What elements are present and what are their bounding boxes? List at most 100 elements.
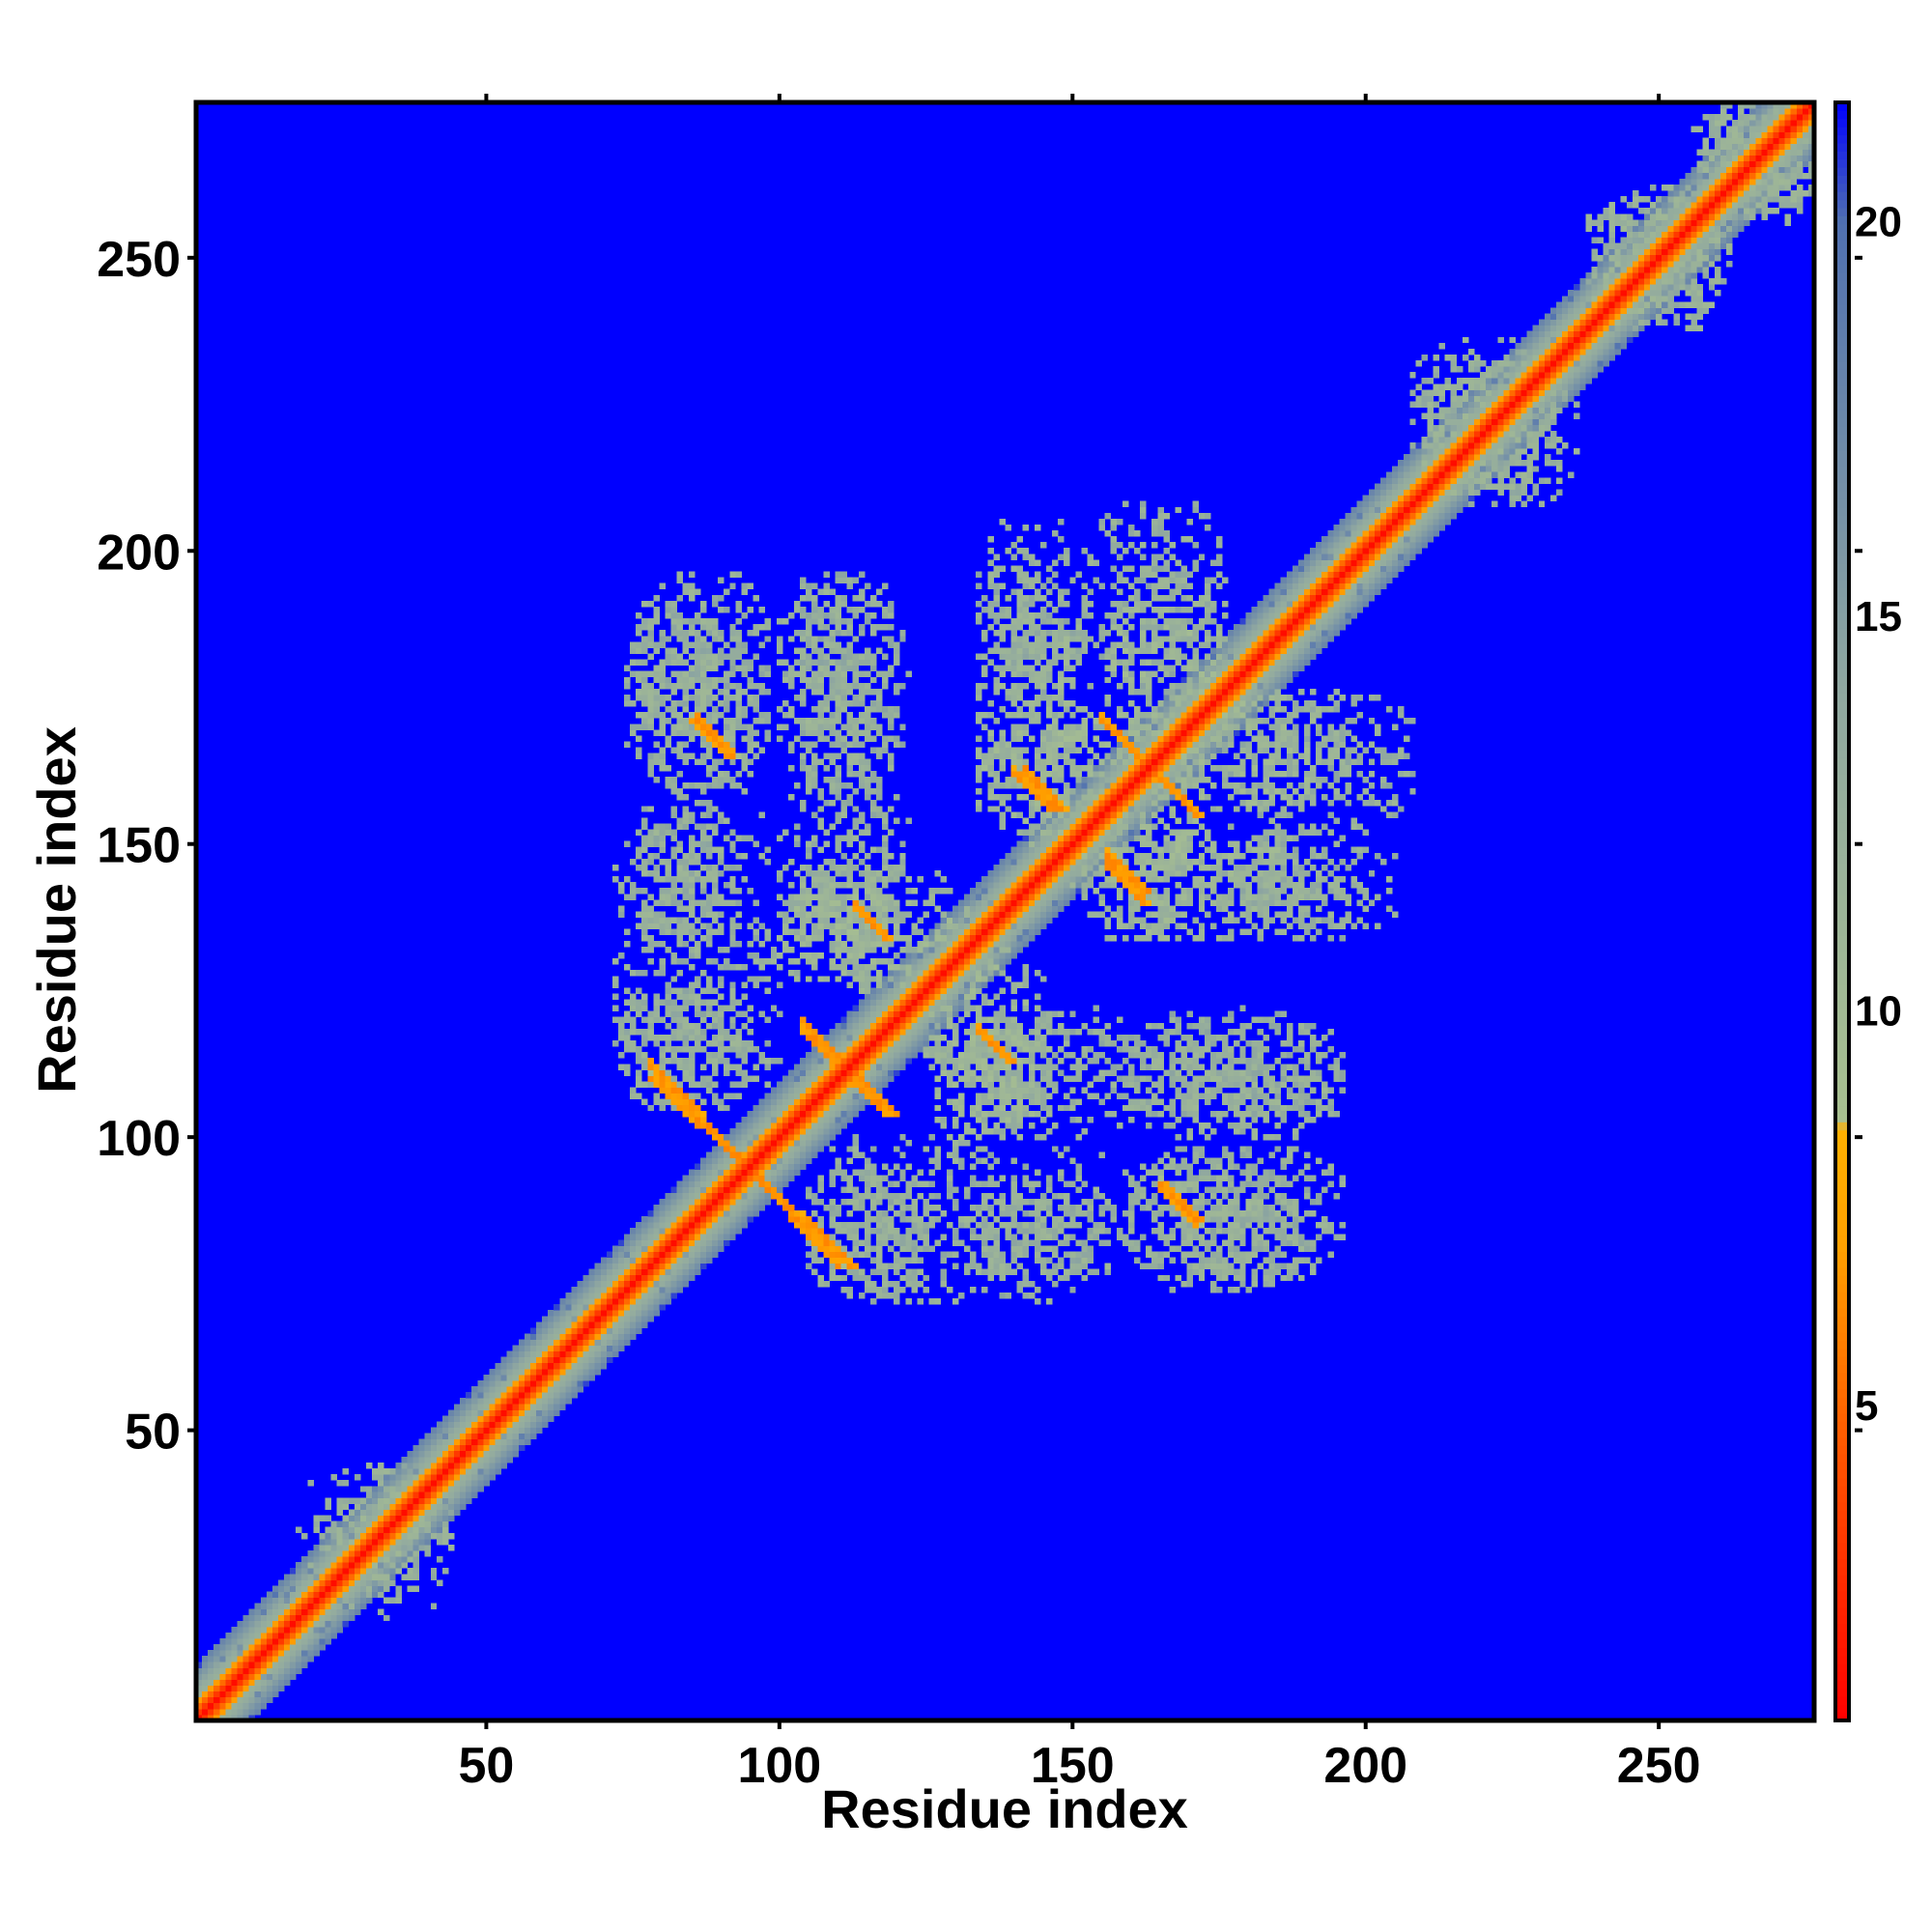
heatmap-cell [500,1404,508,1410]
heatmap-cell [835,1110,841,1118]
heatmap-cell [670,1257,678,1264]
heatmap-cell [770,958,778,965]
heatmap-cell [840,735,848,742]
heatmap-cell [729,934,736,942]
heatmap-cell [934,1163,942,1170]
heatmap-cell [741,1040,748,1047]
heatmap-cell [957,993,965,1000]
heatmap-cell [277,1650,285,1657]
heatmap-cell [447,1438,455,1446]
heatmap-cell [811,1146,818,1152]
heatmap-cell [699,647,707,654]
heatmap-cell [330,1568,338,1575]
heatmap-cell [670,1046,678,1053]
heatmap-cell [699,1175,707,1182]
heatmap-cell [676,1198,684,1206]
heatmap-cell [829,1093,836,1100]
heatmap-cell [296,1638,302,1645]
heatmap-cell [441,1450,449,1458]
heatmap-cell [682,641,690,648]
heatmap-cell [378,1579,384,1586]
heatmap-cell [899,858,906,866]
heatmap-cell [718,630,724,637]
heatmap-cell [219,1667,226,1674]
heatmap-cell [418,1492,426,1498]
heatmap-cell [952,952,959,959]
heatmap-cell [705,665,713,672]
heatmap-cell [882,1216,889,1223]
heatmap-cell [718,1010,724,1018]
heatmap-cell [665,682,671,690]
heatmap-cell [489,1374,496,1381]
heatmap-cell [811,688,818,696]
heatmap-cell [670,747,678,754]
heatmap-cell [852,1069,860,1076]
heatmap-cell [460,1486,467,1492]
heatmap-cell [729,571,736,578]
heatmap-cell [676,1257,684,1264]
heatmap-cell [888,636,895,642]
heatmap-cell [718,653,724,660]
heatmap-cell [548,1345,554,1352]
heatmap-cell [869,776,877,783]
heatmap-cell [735,1186,742,1194]
heatmap-cell [506,1398,514,1405]
heatmap-cell [506,1386,514,1393]
heatmap-cell [794,630,801,637]
heatmap-cell [724,747,730,754]
heatmap-cell [776,870,783,877]
heatmap-cell [213,1656,220,1662]
heatmap-cell [829,905,836,912]
heatmap-cell [852,882,860,889]
heatmap-cell [770,1134,778,1141]
heatmap-cell [894,1034,900,1041]
heatmap-cell [852,1204,860,1211]
heatmap-cell [858,770,866,778]
heatmap-cell [823,706,830,713]
heatmap-cell [471,1398,478,1405]
heatmap-cell [852,1186,860,1194]
heatmap-cell [665,1234,671,1240]
heatmap-cell [441,1503,449,1510]
heatmap-cell [882,1186,889,1194]
heatmap-cell [724,694,730,701]
heatmap-cell [741,835,748,842]
heatmap-cell [735,1151,742,1158]
heatmap-cell [395,1568,402,1575]
heatmap-cell [882,1210,889,1217]
heatmap-cell [864,987,871,994]
heatmap-cell [957,928,965,936]
heatmap-cell [888,606,895,613]
heatmap-cell [747,1046,753,1053]
heatmap-cell [277,1620,285,1628]
heatmap-cell [535,1333,543,1340]
heatmap-cell [970,1204,977,1211]
heatmap-cell [934,1034,942,1041]
heatmap-cell [354,1515,361,1522]
heatmap-cell [817,1134,824,1141]
heatmap-cell [753,1157,760,1164]
heatmap-cell [976,1058,982,1065]
heatmap-cell [659,659,666,667]
heatmap-cell [659,888,666,895]
heatmap-cell [641,1058,648,1065]
heatmap-cell [888,1046,895,1053]
heatmap-cell [764,846,772,854]
heatmap-cell [330,1603,338,1610]
heatmap-cell [829,1222,836,1229]
heatmap-cell [647,894,654,900]
heatmap-cell [231,1696,238,1704]
heatmap-cell [829,1263,836,1270]
heatmap-cell [940,993,948,1000]
heatmap-cell [466,1444,472,1452]
heatmap-cell [682,1198,690,1206]
heatmap-cell [764,1134,772,1141]
heatmap-cell [606,1345,613,1352]
heatmap-cell [758,1180,766,1188]
heatmap-cell [378,1486,384,1492]
heatmap-cell [899,1192,906,1200]
heatmap-cell [840,665,848,672]
heatmap-cell [747,1028,753,1036]
heatmap-cell [447,1468,455,1475]
heatmap-cell [325,1562,331,1569]
